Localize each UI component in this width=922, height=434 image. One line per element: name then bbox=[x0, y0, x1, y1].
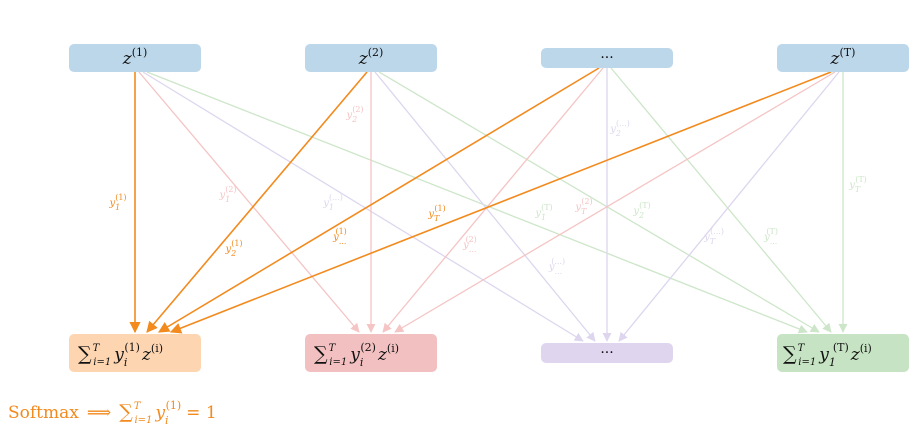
bottom-node-ellipsis-label: ··· bbox=[600, 345, 613, 361]
bottom-node-box bbox=[69, 334, 201, 372]
bottom-node-sum-y1-label: ∑T i=1 yi(1) z(i) bbox=[78, 341, 163, 369]
top-node-z1: z(1) bbox=[69, 44, 201, 72]
bottom-node-ellipsis: ··· bbox=[541, 343, 673, 363]
edge-label-orange: y1(1) bbox=[108, 193, 126, 212]
edge-label-red: y...(2) bbox=[462, 235, 477, 254]
top-node-z2-label: z(2) bbox=[358, 46, 384, 69]
edge-label-purple: y...(...) bbox=[548, 257, 565, 276]
bottom-node-sum-yT-label: ∑T i=1 y1(T) z(i) bbox=[783, 341, 872, 369]
top-node-z1-label: z(1) bbox=[122, 46, 148, 69]
top-node-box bbox=[305, 44, 437, 72]
bottom-node-box bbox=[777, 334, 909, 372]
edge-label-purple: y2(...) bbox=[609, 119, 630, 138]
softmax-formula: Softmax ⟹ ∑T i=1 yi(1) = 1 bbox=[8, 399, 217, 427]
bottom-node-box bbox=[305, 334, 437, 372]
bottom-node-box bbox=[541, 343, 673, 363]
top-node-z2: z(2) bbox=[305, 44, 437, 72]
bottom-node-sum-y2-label: ∑T i=1 yi(2) z(i) bbox=[314, 341, 399, 369]
edge-arrow-orange bbox=[146, 71, 368, 333]
edge-arrow-purple bbox=[618, 71, 840, 342]
edge-label-group: y1(1) y2(1) y...(1) yT(1) y2(2) y1(2) y...(2) y… bbox=[108, 105, 866, 276]
edge-arrow-green bbox=[146, 71, 808, 334]
edge-arrow-red bbox=[382, 67, 604, 333]
top-node-zT-label: z(T) bbox=[830, 46, 856, 69]
top-node-box bbox=[541, 48, 673, 68]
top-node-box bbox=[69, 44, 201, 72]
edge-label-orange: yT(1) bbox=[427, 204, 445, 223]
edge-arrow-green bbox=[378, 71, 820, 333]
edge-arrow-orange bbox=[158, 67, 600, 333]
top-node-ellipsis-label: ··· bbox=[600, 50, 613, 66]
bottom-node-sum-y2: ∑T i=1 yi(2) z(i) bbox=[305, 334, 437, 372]
edge-label-orange: y2(1) bbox=[224, 239, 242, 258]
top-node-box bbox=[777, 44, 909, 72]
edge-arrow-purple bbox=[142, 71, 584, 342]
edge-label-green: y1(T) bbox=[534, 203, 552, 222]
edge-label-purple: y1(...) bbox=[322, 193, 343, 212]
edge-label-red: y2(2) bbox=[345, 105, 363, 124]
edge-label-orange: y...(1) bbox=[332, 227, 347, 246]
edge-label-green: y2(T) bbox=[632, 201, 650, 220]
edge-label-green: yT(T) bbox=[848, 175, 867, 194]
top-node-ellipsis: ··· bbox=[541, 48, 673, 68]
edge-label-green: y...(T) bbox=[763, 227, 778, 246]
bottom-node-sum-y1: ∑T i=1 yi(1) z(i) bbox=[69, 334, 201, 372]
orange-edge-group bbox=[129, 67, 832, 334]
edge-arrow-orange bbox=[169, 71, 832, 334]
edge-arrow-red bbox=[138, 71, 360, 333]
top-node-zT: z(T) bbox=[777, 44, 909, 72]
edge-arrow-purple bbox=[374, 71, 596, 342]
edge-arrow-green bbox=[610, 67, 832, 333]
edge-label-purple: yT(...) bbox=[703, 227, 724, 246]
bottom-node-sum-yT: ∑T i=1 y1(T) z(i) bbox=[777, 334, 909, 372]
edge-arrow-red bbox=[394, 71, 836, 333]
edge-label-red: y1(2) bbox=[218, 185, 236, 204]
edge-label-red: yT(2) bbox=[574, 197, 592, 216]
faint-edge-group bbox=[138, 67, 848, 342]
